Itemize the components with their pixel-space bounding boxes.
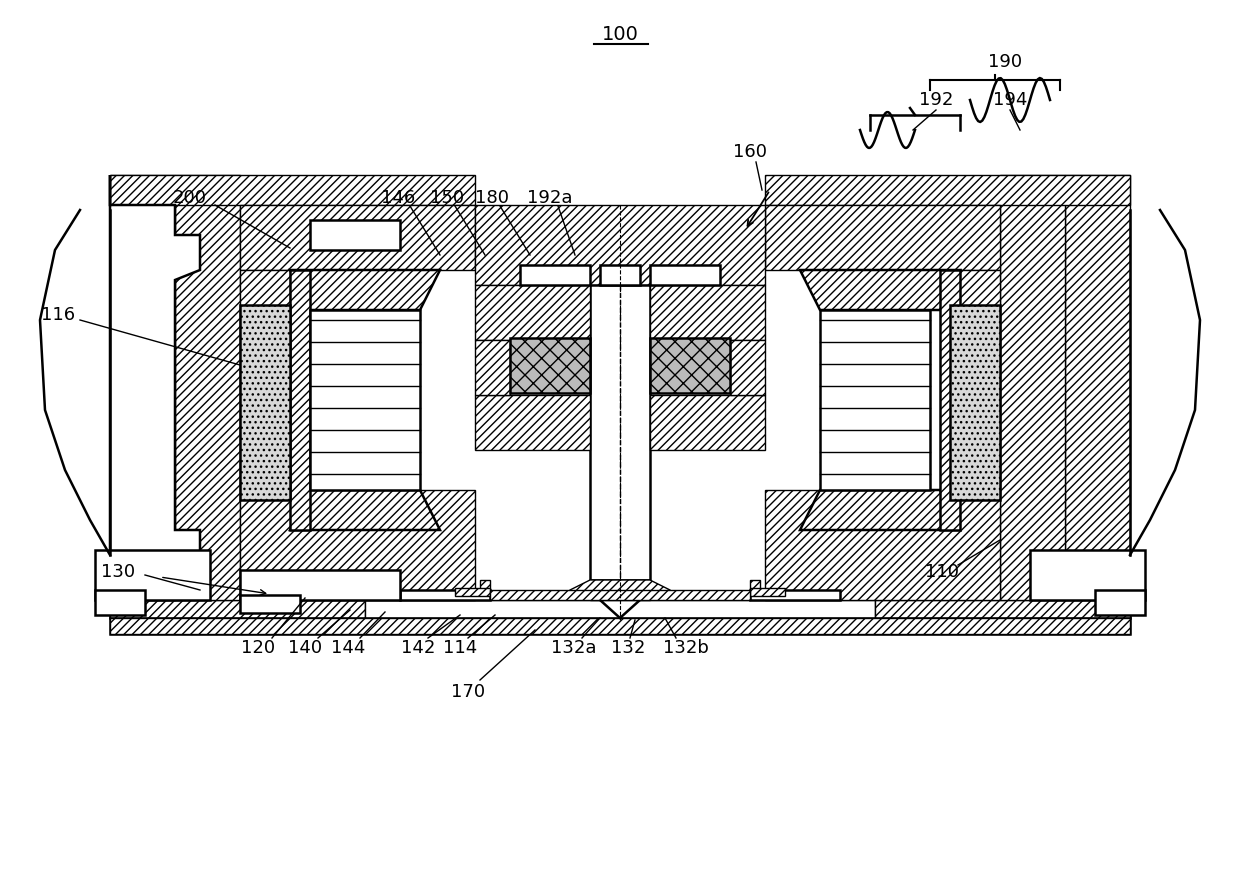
Polygon shape [310, 220, 401, 250]
Text: 192a: 192a [527, 189, 573, 207]
Polygon shape [455, 588, 490, 596]
Polygon shape [1095, 590, 1145, 615]
Polygon shape [110, 618, 1130, 634]
Polygon shape [110, 175, 475, 205]
Polygon shape [730, 340, 765, 395]
Text: 150: 150 [430, 189, 464, 207]
Polygon shape [800, 490, 960, 530]
Text: 116: 116 [41, 306, 76, 324]
Text: 100: 100 [601, 26, 639, 45]
Polygon shape [110, 600, 365, 618]
Polygon shape [1065, 175, 1130, 600]
Polygon shape [600, 600, 640, 618]
Polygon shape [750, 588, 785, 596]
Polygon shape [241, 490, 475, 600]
Polygon shape [401, 590, 490, 600]
Polygon shape [999, 175, 1065, 600]
Polygon shape [950, 270, 999, 490]
Text: 146: 146 [381, 189, 415, 207]
Polygon shape [290, 490, 440, 530]
Text: 132b: 132b [663, 639, 709, 657]
Polygon shape [241, 595, 300, 613]
Polygon shape [510, 338, 590, 393]
Polygon shape [490, 590, 750, 600]
Text: 194: 194 [993, 91, 1027, 109]
Polygon shape [290, 270, 310, 530]
Polygon shape [950, 305, 999, 500]
Text: 160: 160 [733, 143, 768, 161]
Polygon shape [110, 618, 1130, 634]
Text: 130: 130 [100, 563, 135, 581]
Polygon shape [241, 205, 475, 270]
Text: 192: 192 [919, 91, 954, 109]
Polygon shape [765, 490, 999, 600]
Polygon shape [650, 265, 720, 285]
Polygon shape [750, 590, 839, 600]
Polygon shape [310, 310, 420, 490]
Text: 110: 110 [925, 563, 959, 581]
Polygon shape [110, 175, 175, 600]
Polygon shape [110, 600, 1130, 618]
Polygon shape [241, 305, 290, 500]
Polygon shape [1030, 550, 1145, 600]
Text: 142: 142 [401, 639, 435, 657]
Polygon shape [241, 270, 290, 490]
Polygon shape [290, 270, 440, 310]
Text: 120: 120 [241, 639, 275, 657]
Polygon shape [520, 265, 590, 285]
Polygon shape [241, 570, 401, 600]
Polygon shape [940, 270, 960, 530]
Polygon shape [650, 395, 765, 450]
Text: 140: 140 [288, 639, 322, 657]
Polygon shape [600, 265, 640, 285]
Text: 200: 200 [174, 189, 207, 207]
Text: 132a: 132a [552, 639, 596, 657]
Polygon shape [875, 600, 1130, 618]
Polygon shape [570, 580, 670, 600]
Polygon shape [475, 285, 590, 340]
Polygon shape [95, 590, 145, 615]
Polygon shape [175, 175, 241, 600]
Polygon shape [365, 600, 875, 618]
Polygon shape [480, 580, 490, 590]
Polygon shape [590, 580, 650, 600]
Text: 180: 180 [475, 189, 508, 207]
Polygon shape [650, 285, 765, 340]
Polygon shape [650, 338, 730, 393]
Polygon shape [110, 175, 200, 600]
Text: 114: 114 [443, 639, 477, 657]
Polygon shape [475, 395, 590, 450]
Polygon shape [800, 270, 960, 310]
Text: 132: 132 [611, 639, 645, 657]
Polygon shape [475, 340, 510, 395]
Polygon shape [475, 205, 765, 285]
Text: 144: 144 [331, 639, 366, 657]
Polygon shape [820, 310, 930, 490]
Text: 170: 170 [451, 683, 485, 701]
Polygon shape [750, 580, 760, 590]
Polygon shape [590, 285, 650, 580]
Text: 190: 190 [988, 53, 1022, 71]
Polygon shape [95, 550, 210, 600]
Polygon shape [765, 175, 1130, 205]
Polygon shape [765, 205, 999, 270]
